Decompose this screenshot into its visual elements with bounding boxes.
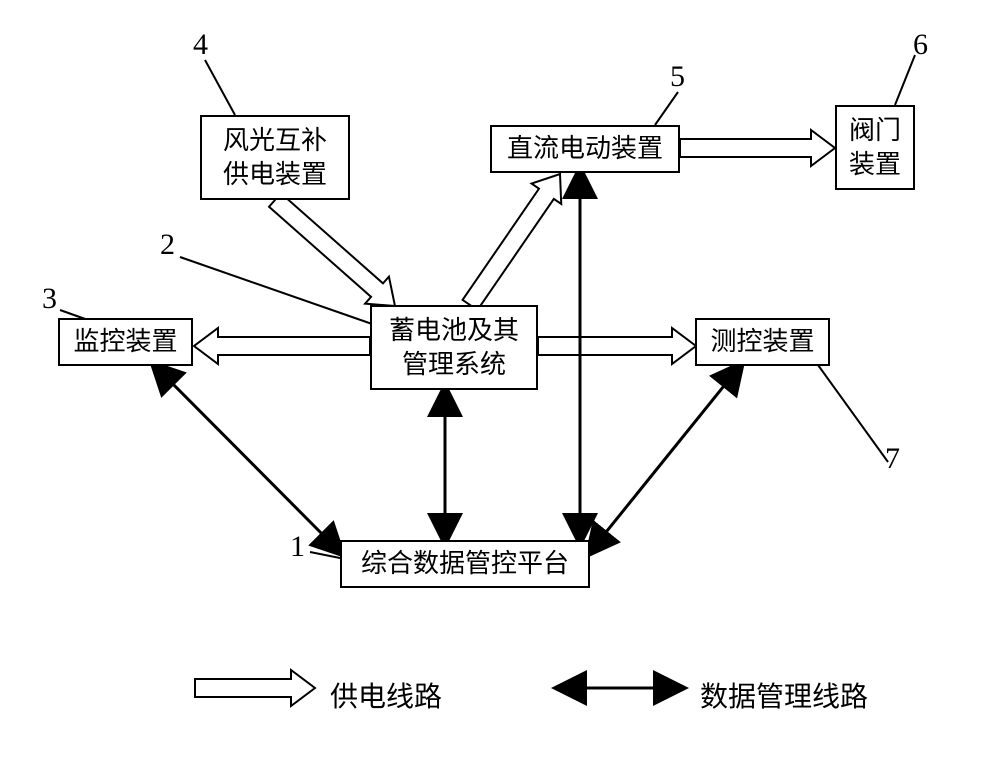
pointer-line xyxy=(655,92,678,125)
hollow-arrow xyxy=(538,328,696,364)
hollow-arrow xyxy=(269,193,395,306)
node-label: 综合数据管控平台 xyxy=(361,547,569,581)
hollow-arrow xyxy=(195,670,315,706)
hollow-arrow xyxy=(463,174,562,310)
pointer-line xyxy=(895,55,915,105)
legend-data-line: 数据管理线路 xyxy=(700,675,868,715)
solid-double-arrow xyxy=(155,366,340,552)
node-n6: 阀门 装置 xyxy=(835,105,915,190)
node-n7: 测控装置 xyxy=(695,318,830,366)
node-n4: 风光互补 供电装置 xyxy=(200,115,350,200)
node-label: 监控装置 xyxy=(73,325,177,359)
node-n5: 直流电动装置 xyxy=(490,125,680,173)
legend-power-line: 供电线路 xyxy=(330,675,442,715)
hollow-arrow xyxy=(680,130,835,166)
node-number-n3: 3 xyxy=(42,282,57,316)
pointer-line xyxy=(180,257,375,325)
pointer-line xyxy=(205,60,235,115)
node-label: 阀门 装置 xyxy=(849,114,901,182)
node-number-n2: 2 xyxy=(160,228,175,262)
node-n2: 蓄电池及其 管理系统 xyxy=(370,305,538,390)
node-number-n6: 6 xyxy=(913,28,928,62)
node-label: 直流电动装置 xyxy=(507,132,663,166)
hollow-arrow xyxy=(194,328,370,364)
solid-double-arrow xyxy=(590,366,740,552)
node-number-n5: 5 xyxy=(670,60,685,94)
node-n3: 监控装置 xyxy=(58,318,193,366)
node-n1: 综合数据管控平台 xyxy=(340,540,590,588)
node-number-n1: 1 xyxy=(290,530,305,564)
pointer-line xyxy=(818,365,888,462)
node-number-n4: 4 xyxy=(193,28,208,62)
node-label: 蓄电池及其 管理系统 xyxy=(389,314,519,382)
node-number-n7: 7 xyxy=(885,442,900,476)
node-label: 风光互补 供电装置 xyxy=(223,124,327,192)
node-label: 测控装置 xyxy=(710,325,814,359)
